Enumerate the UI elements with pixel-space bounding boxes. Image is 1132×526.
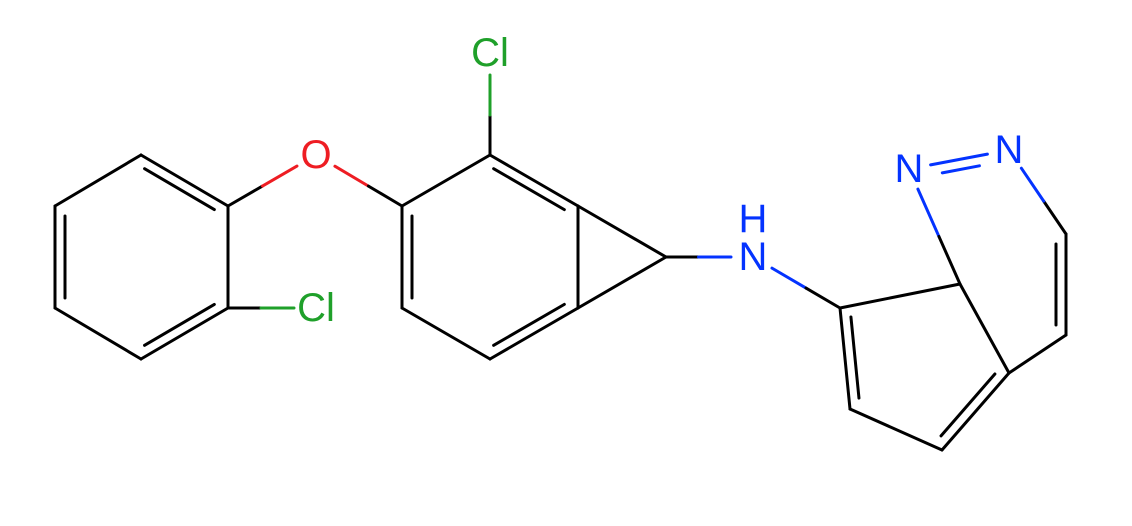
n-atom-label: N [739,235,768,279]
hydrogen-atom-label: H [739,197,768,241]
molecule-diagram: OClClNHNN [0,0,1132,526]
n-atom-label: N [995,128,1024,172]
o-atom-label: O [300,133,331,177]
cl-atom-label: Cl [471,31,509,75]
n-atom-label: N [895,147,924,191]
cl-atom-label: Cl [297,286,335,330]
